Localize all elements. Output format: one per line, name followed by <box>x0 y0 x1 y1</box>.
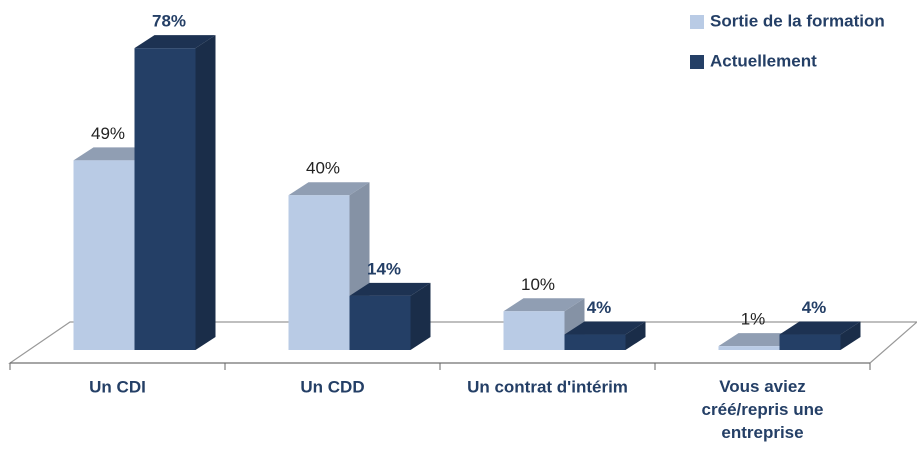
bar-front <box>564 334 626 350</box>
legend-swatch <box>690 15 704 29</box>
legend-swatch <box>690 55 704 69</box>
bar <box>779 321 861 350</box>
bar-top <box>349 282 431 296</box>
data-label: 10% <box>521 275 555 294</box>
bar-top <box>779 321 861 335</box>
x-tick-label: Vous aviez créé/repris une entreprise <box>702 377 824 442</box>
bar <box>564 321 646 350</box>
legend-label: Actuellement <box>710 51 817 70</box>
bar-top <box>134 35 216 49</box>
x-tick-label-line: créé/repris une <box>702 400 824 419</box>
bar-front <box>288 195 350 350</box>
bar-top <box>503 298 585 312</box>
bar-side <box>625 321 646 350</box>
bar-front <box>134 48 196 350</box>
data-label: 4% <box>802 298 827 317</box>
bar-side <box>840 321 861 350</box>
bar-side <box>195 35 216 350</box>
bar-top <box>288 182 370 196</box>
data-label: 1% <box>741 310 766 329</box>
x-tick-label-line: Vous aviez <box>719 377 806 396</box>
data-label: 78% <box>152 12 186 31</box>
data-label: 40% <box>306 159 340 178</box>
bar <box>349 282 431 350</box>
x-tick-label: Un CDI <box>89 377 146 396</box>
bar-front <box>73 160 135 350</box>
bar-front <box>503 311 565 350</box>
bar-front <box>779 334 841 350</box>
data-label: 4% <box>587 298 612 317</box>
data-label: 49% <box>91 124 125 143</box>
x-tick-label: Un contrat d'intérim <box>467 377 628 396</box>
x-tick-label-line: entreprise <box>721 423 803 442</box>
legend-label: Sortie de la formation <box>710 11 885 30</box>
bar-top <box>73 147 155 161</box>
bar-top <box>718 333 800 347</box>
x-tick-label: Un CDD <box>300 377 364 396</box>
bar-front <box>718 346 780 350</box>
data-label: 14% <box>367 259 401 278</box>
bar-side <box>410 282 431 350</box>
bar <box>134 35 216 350</box>
bar-top <box>564 321 646 335</box>
bar-front <box>349 295 411 350</box>
